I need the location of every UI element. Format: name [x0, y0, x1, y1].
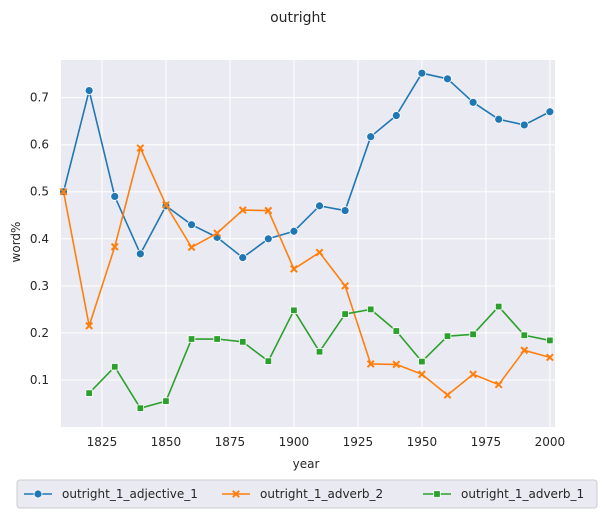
data-point: [340, 206, 350, 215]
y-axis-ticks: 0.1 0.2 0.3 0.4 0.5 0.6 0.7: [30, 91, 49, 387]
data-point: [315, 348, 324, 356]
data-point: [110, 192, 120, 201]
x-axis-ticks: 1825 1850 1875 1900 1925 1950 1975 2000: [87, 435, 565, 449]
series-line: [62, 147, 551, 396]
data-point: [366, 132, 376, 142]
legend-label: outright_1_adjective_1: [62, 487, 198, 501]
data-point: [341, 310, 349, 318]
data-point: [443, 74, 452, 84]
data-point: [187, 335, 196, 343]
data-point: [494, 380, 503, 389]
data-point: [289, 226, 299, 236]
data-point: [519, 120, 529, 130]
data-point: [290, 306, 298, 315]
data-point: [187, 220, 196, 230]
y-tick-label: 0.7: [30, 91, 49, 105]
data-point: [315, 248, 324, 257]
y-tick-label: 0.6: [30, 138, 49, 152]
data-point: [494, 302, 503, 311]
data-point: [162, 201, 170, 209]
data-point: [239, 338, 247, 346]
legend-label: outright_1_adverb_1: [461, 487, 584, 501]
x-axis-label: year: [293, 457, 320, 471]
series-2: [59, 144, 554, 399]
data-point: [367, 305, 375, 314]
data-point: [238, 253, 248, 263]
data-point: [341, 281, 350, 290]
legend-marker: [433, 490, 441, 498]
legend-item: outright_1_adverb_2: [222, 487, 383, 501]
y-tick-label: 0.4: [30, 232, 49, 246]
x-tick-label: 2000: [535, 435, 566, 449]
data-point: [59, 187, 68, 196]
data-point: [290, 265, 298, 273]
data-point: [468, 97, 478, 107]
data-point: [135, 249, 145, 259]
y-tick-label: 0.2: [30, 326, 49, 340]
series-layer: [59, 68, 555, 412]
x-tick-label: 1975: [471, 435, 502, 449]
legend-item: outright_1_adjective_1: [24, 487, 198, 501]
data-point: [443, 332, 452, 340]
data-point: [238, 206, 247, 215]
data-point: [417, 68, 427, 78]
data-point: [213, 335, 221, 343]
legend-frame: [16, 479, 598, 509]
data-point: [85, 321, 94, 330]
data-point: [110, 242, 119, 251]
data-point: [418, 357, 426, 366]
data-point: [187, 243, 196, 252]
data-point: [315, 201, 324, 211]
y-tick-label: 0.1: [30, 373, 49, 387]
legend-label: outright_1_adverb_2: [260, 487, 383, 501]
data-point: [520, 346, 529, 355]
x-tick-label: 1950: [407, 435, 438, 449]
data-point: [494, 114, 504, 124]
data-point: [520, 331, 528, 339]
series-3: [85, 302, 554, 412]
data-point: [545, 353, 554, 362]
y-axis-label: word%: [9, 222, 23, 263]
series-line: [62, 72, 551, 259]
data-point: [391, 111, 401, 120]
y-tick-label: 0.3: [30, 279, 49, 293]
data-point: [85, 389, 93, 397]
x-tick-label: 1925: [343, 435, 374, 449]
x-tick-label: 1900: [279, 435, 310, 449]
data-point: [392, 360, 401, 369]
data-point: [111, 363, 119, 371]
data-point: [136, 144, 145, 152]
legend-marker: [232, 490, 240, 498]
plot-area: [61, 60, 555, 427]
data-point: [443, 391, 452, 399]
data-point: [545, 107, 555, 117]
data-point: [392, 327, 401, 335]
data-point: [546, 336, 554, 345]
data-point: [469, 330, 477, 339]
data-point: [136, 404, 145, 412]
data-point: [162, 397, 170, 405]
x-tick-label: 1850: [151, 435, 182, 449]
legend: outright_1_adjective_1 outright_1_adverb_…: [16, 479, 598, 509]
chart-title: outright: [270, 10, 326, 26]
data-point: [263, 234, 273, 244]
x-tick-label: 1875: [215, 435, 246, 449]
legend-item: outright_1_adverb_1: [423, 487, 584, 501]
data-point: [264, 206, 273, 215]
x-tick-label: 1825: [87, 435, 118, 449]
legend-marker: [33, 489, 43, 499]
data-point: [264, 357, 273, 365]
data-point: [366, 360, 375, 368]
data-point: [417, 370, 426, 379]
data-point: [213, 229, 222, 238]
y-tick-label: 0.5: [30, 185, 49, 199]
data-point: [469, 370, 478, 379]
data-point: [84, 86, 94, 95]
